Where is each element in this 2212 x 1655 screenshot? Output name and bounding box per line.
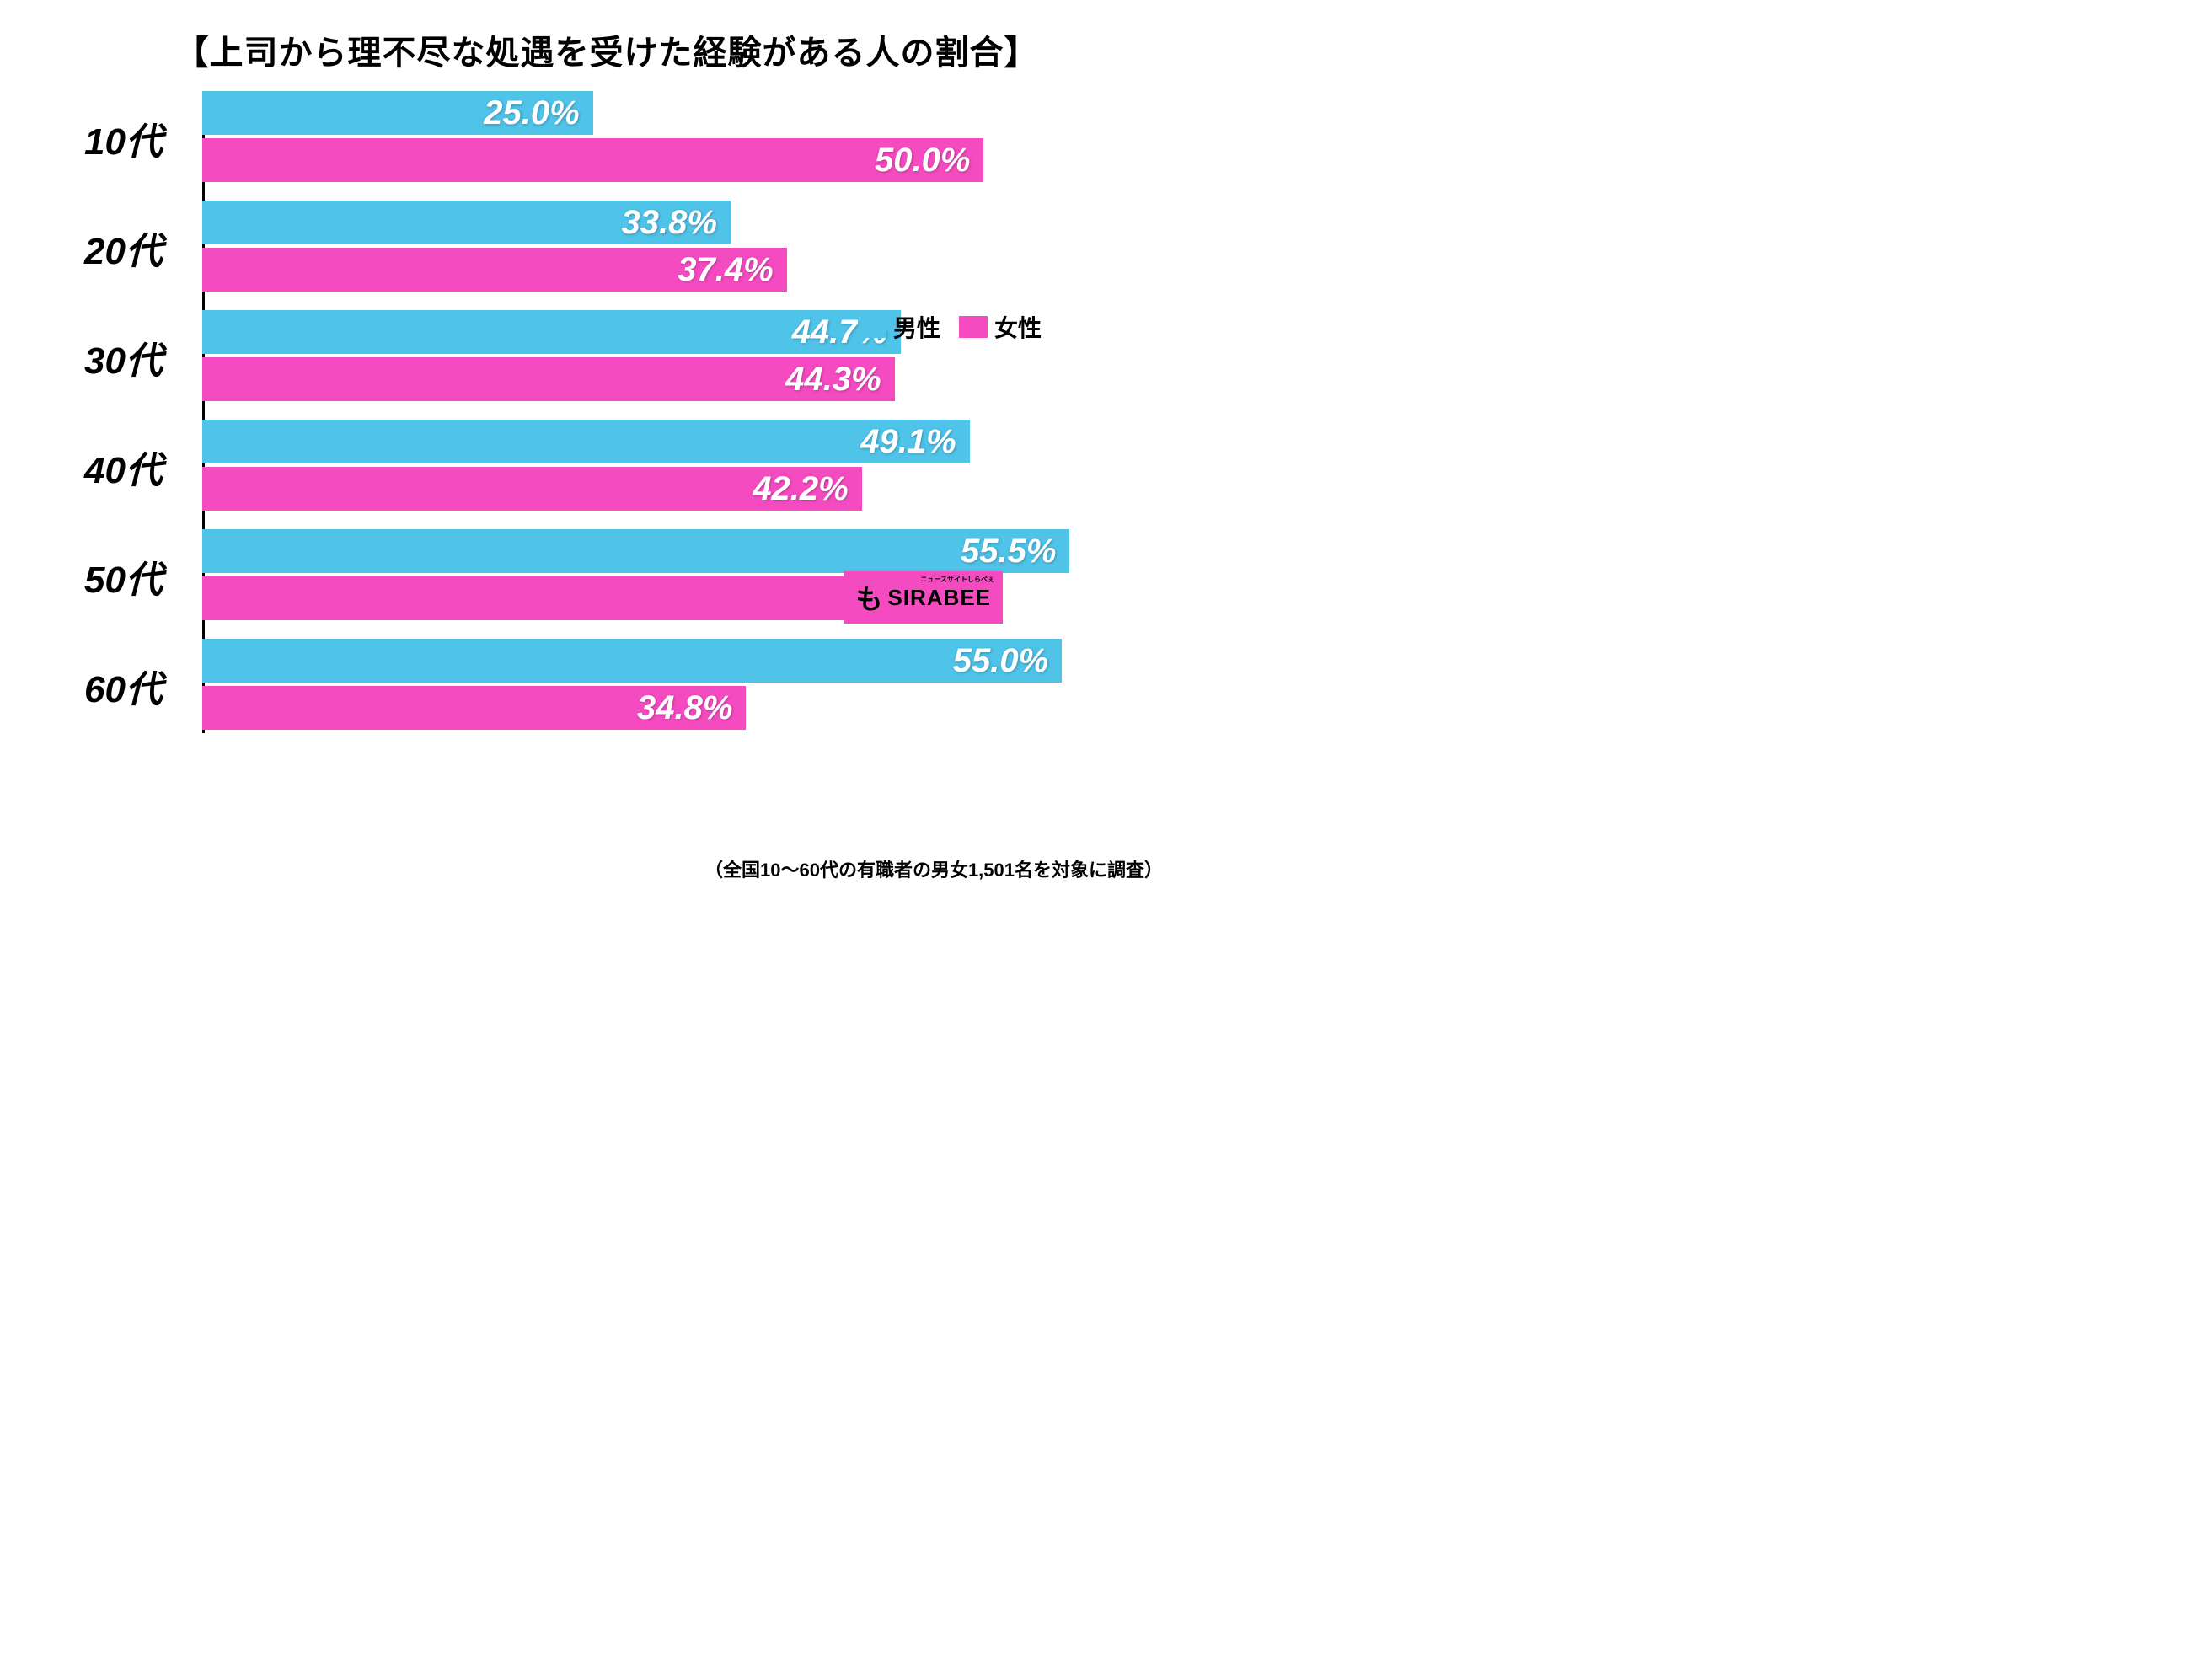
bar-女性: 34.8%	[202, 686, 746, 730]
category-group: 60代 55.0% 34.8%	[76, 639, 1180, 733]
bar-男性: 49.1%	[202, 420, 970, 463]
bar-value-label: 33.8%	[622, 204, 717, 242]
bars-column: 55.5%48.8%	[202, 529, 1180, 624]
category-label: 10代	[76, 111, 202, 165]
y-axis-line	[202, 91, 205, 733]
bars-column: 25.0% 50.0%	[202, 91, 1180, 185]
bar-女性: 42.2%	[202, 467, 862, 511]
bar-value-label: 25.0%	[484, 94, 579, 132]
bars-column: 49.1% 42.2%	[202, 420, 1180, 514]
bar-男性: 44.7%	[202, 310, 901, 354]
category-group: 50代55.5%48.8%	[76, 529, 1180, 624]
chart-title: 【上司から理不尽な処遇を受けた経験がある人の割合】	[34, 25, 1180, 74]
bar-value-label: 44.3%	[785, 361, 881, 399]
bar-value-label: 55.0%	[953, 642, 1048, 680]
bar-男性: 33.8%	[202, 201, 731, 244]
logo-icon: も	[855, 578, 882, 617]
bar-女性: 44.3%	[202, 357, 895, 401]
legend-swatch	[858, 316, 886, 338]
sirabee-logo-badge: ニュースサイトしらべぇ も SIRABEE	[844, 571, 1003, 624]
bar-女性: 50.0%	[202, 138, 983, 182]
legend-label: 女性	[994, 310, 1042, 344]
logo-subtext: ニュースサイトしらべぇ	[920, 575, 994, 584]
bar-value-label: 55.5%	[961, 533, 1056, 570]
category-group: 40代 49.1% 42.2%	[76, 420, 1180, 514]
category-group: 20代 33.8% 37.4%	[76, 201, 1180, 295]
category-label: 50代	[76, 549, 202, 603]
bar-男性: 55.0%	[202, 639, 1062, 683]
legend-label: 男性	[893, 310, 940, 344]
bar-value-label: 42.2%	[753, 470, 848, 508]
bar-value-label: 34.8%	[637, 689, 732, 727]
logo-text: SIRABEE	[887, 585, 991, 611]
bar-value-label: 37.4%	[678, 251, 773, 289]
category-label: 40代	[76, 440, 202, 494]
bar-value-label: 49.1%	[860, 423, 956, 461]
bars-column: 55.0% 34.8%	[202, 639, 1180, 733]
category-label: 30代	[76, 330, 202, 384]
chart-footnote: （全国10〜60代の有職者の男女1,501名を対象に調査）	[704, 855, 1163, 882]
legend: 男性 女性	[858, 310, 1053, 344]
legend-swatch	[959, 316, 988, 338]
category-group: 10代 25.0% 50.0%	[76, 91, 1180, 185]
bars-column: 33.8% 37.4%	[202, 201, 1180, 295]
bar-value-label: 50.0%	[875, 142, 970, 179]
bar-男性: 55.5%	[202, 529, 1069, 573]
category-label: 20代	[76, 221, 202, 275]
bar-男性: 25.0%	[202, 91, 593, 135]
bar-女性: 37.4%	[202, 248, 787, 292]
category-label: 60代	[76, 659, 202, 713]
chart-plot-area: 10代 25.0% 50.0% 20代 33.8% 37.4% 30代44.7% 44.3% 4…	[76, 91, 1180, 733]
